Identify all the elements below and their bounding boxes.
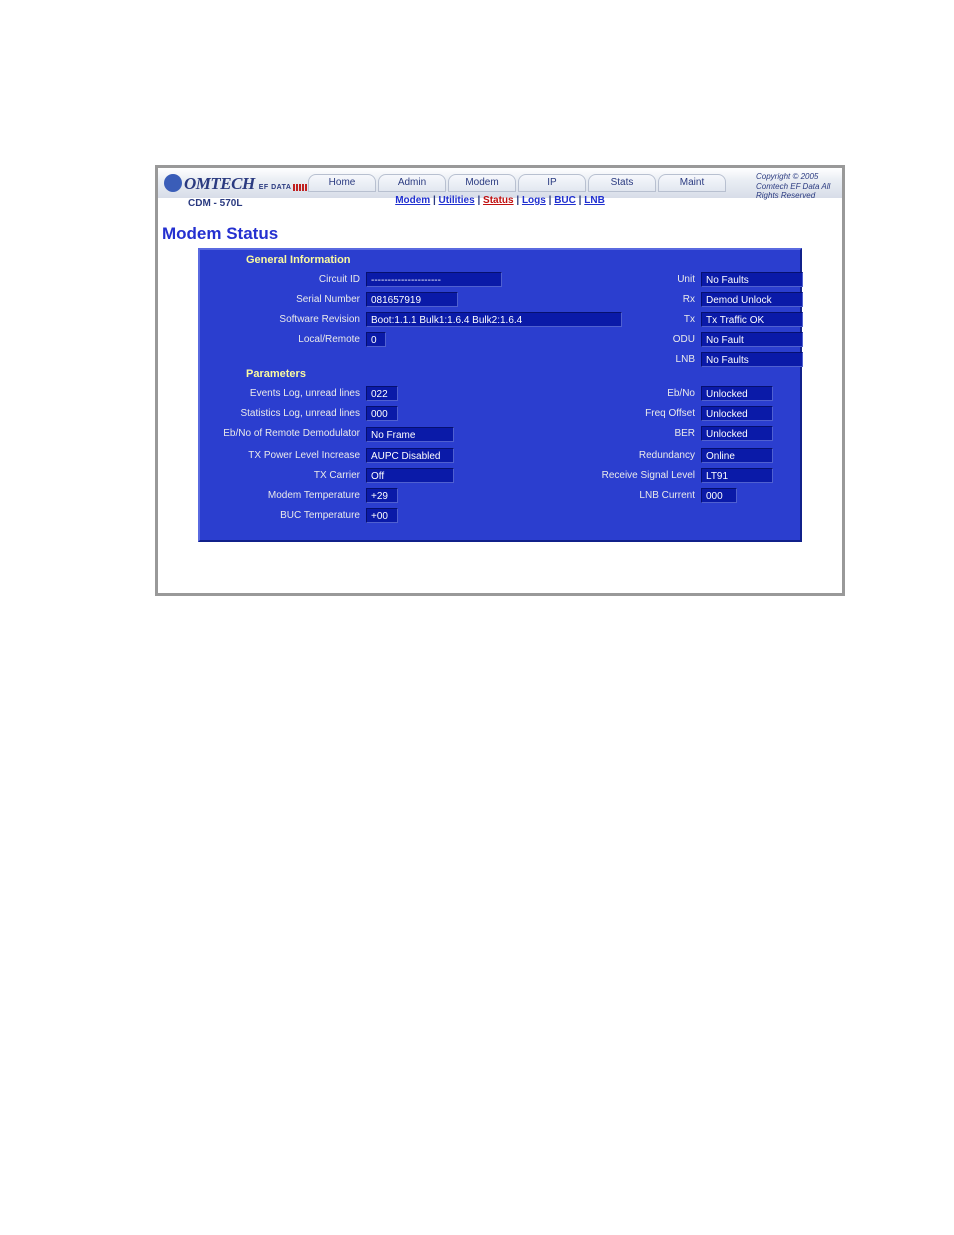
label-serial: Serial Number xyxy=(220,294,366,305)
field-ebno-remote: No Frame xyxy=(366,427,454,442)
subnav: Modem | Utilities | Status | Logs | BUC … xyxy=(158,195,842,206)
label-ebno: Eb/No xyxy=(590,388,701,399)
field-modem-temp: +29 xyxy=(366,488,398,503)
subnav-lnb[interactable]: LNB xyxy=(584,195,605,206)
field-txpower: AUPC Disabled xyxy=(366,448,454,463)
logo-text: OMTECH xyxy=(184,174,255,194)
page-title: Modem Status xyxy=(162,224,278,244)
field-buc-temp: +00 xyxy=(366,508,398,523)
subnav-utilities[interactable]: Utilities xyxy=(439,195,475,206)
field-circuit-id: --------------------- xyxy=(366,272,502,287)
label-circuit-id: Circuit ID xyxy=(220,274,366,285)
field-stats: 000 xyxy=(366,406,398,421)
label-lnb-current: LNB Current xyxy=(590,490,701,501)
page: OMTECH EF DATA Home Admin Modem IP Stats… xyxy=(0,0,954,1235)
field-tx: Tx Traffic OK xyxy=(701,312,803,327)
field-lnb: No Faults xyxy=(701,352,803,367)
field-odu: No Fault xyxy=(701,332,803,347)
label-local-remote: Local/Remote xyxy=(220,334,366,345)
field-txcarrier: Off xyxy=(366,468,454,483)
logo: OMTECH EF DATA xyxy=(164,171,313,194)
field-ber: Unlocked xyxy=(701,426,773,441)
spacer xyxy=(158,198,159,593)
label-sw-rev: Software Revision xyxy=(220,314,366,325)
label-redund: Redundancy xyxy=(590,450,701,461)
label-ber: BER xyxy=(590,428,701,439)
field-serial: 081657919 xyxy=(366,292,458,307)
field-lnb-current: 000 xyxy=(701,488,737,503)
label-events: Events Log, unread lines xyxy=(220,388,366,399)
field-unit: No Faults xyxy=(701,272,803,287)
field-ebno: Unlocked xyxy=(701,386,773,401)
field-freq: Unlocked xyxy=(701,406,773,421)
field-local-remote: 0 xyxy=(366,332,386,347)
tab-ip[interactable]: IP xyxy=(518,174,586,192)
label-buc-temp: BUC Temperature xyxy=(220,510,366,521)
subnav-logs[interactable]: Logs xyxy=(522,195,546,206)
logo-subtext: EF DATA xyxy=(259,184,292,191)
tab-maint[interactable]: Maint xyxy=(658,174,726,192)
label-odu: ODU xyxy=(590,334,701,345)
section-heading-general: General Information xyxy=(246,254,351,266)
field-sw-rev: Boot:1.1.1 Bulk1:1.6.4 Bulk2:1.6.4 xyxy=(366,312,622,327)
subnav-buc[interactable]: BUC xyxy=(554,195,576,206)
logo-globe-icon xyxy=(164,174,182,192)
label-stats: Statistics Log, unread lines xyxy=(220,408,366,419)
field-redund: Online xyxy=(701,448,773,463)
subnav-modem[interactable]: Modem xyxy=(395,195,430,206)
tab-modem[interactable]: Modem xyxy=(448,174,516,192)
field-rx: Demod Unlock xyxy=(701,292,803,307)
label-txpower: TX Power Level Increase xyxy=(220,450,366,461)
label-unit: Unit xyxy=(590,274,701,285)
app-frame: OMTECH EF DATA Home Admin Modem IP Stats… xyxy=(155,165,845,596)
tab-home[interactable]: Home xyxy=(308,174,376,192)
header-band: OMTECH EF DATA Home Admin Modem IP Stats… xyxy=(158,168,842,198)
subnav-status[interactable]: Status xyxy=(483,195,514,206)
field-events: 022 xyxy=(366,386,398,401)
tab-stats[interactable]: Stats xyxy=(588,174,656,192)
label-rx: Rx xyxy=(590,294,701,305)
content-panel: General Information Circuit ID ---------… xyxy=(198,248,802,542)
label-lnb: LNB xyxy=(590,354,701,365)
label-freq: Freq Offset xyxy=(590,408,701,419)
label-txcarrier: TX Carrier xyxy=(220,470,366,481)
label-ebno-remote: Eb/No of Remote Demodulator xyxy=(220,429,366,439)
label-rsl: Receive Signal Level xyxy=(590,470,701,481)
field-rsl: LT91 xyxy=(701,468,773,483)
tab-admin[interactable]: Admin xyxy=(378,174,446,192)
label-modem-temp: Modem Temperature xyxy=(220,490,366,501)
label-tx: Tx xyxy=(590,314,701,325)
section-heading-parameters: Parameters xyxy=(246,368,306,380)
top-tabs: Home Admin Modem IP Stats Maint xyxy=(308,174,726,192)
